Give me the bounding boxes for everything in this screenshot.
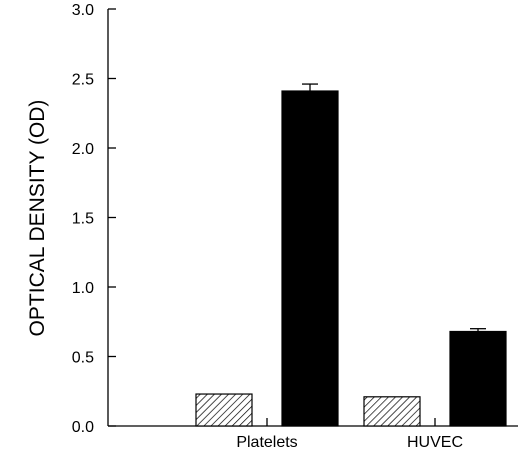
bar-platelets-hatched (195, 393, 253, 427)
x-tick-label-platelets: Platelets (236, 434, 297, 451)
y-axis-title: OPTICAL DENSITY (OD) (26, 100, 49, 337)
y-tick-label: 1.5 (72, 211, 94, 228)
y-tick-label: 2.0 (72, 141, 94, 158)
bar-platelets-solid (281, 90, 339, 427)
bars (195, 83, 507, 427)
y-tick-label: 3.0 (72, 2, 94, 19)
y-tick-label: 0.0 (72, 419, 94, 436)
labels: 0.0 0.5 1.0 1.5 2.0 2.5 3.0 Platelets HUVEC (72, 2, 463, 451)
y-tick-label: 1.0 (72, 280, 94, 297)
bar-huvec-solid (449, 330, 507, 427)
y-tick-label: 0.5 (72, 350, 94, 367)
bar-huvec-hatched (363, 396, 421, 427)
y-tick-label: 2.5 (72, 72, 94, 89)
x-tick-label-huvec: HUVEC (407, 434, 463, 451)
